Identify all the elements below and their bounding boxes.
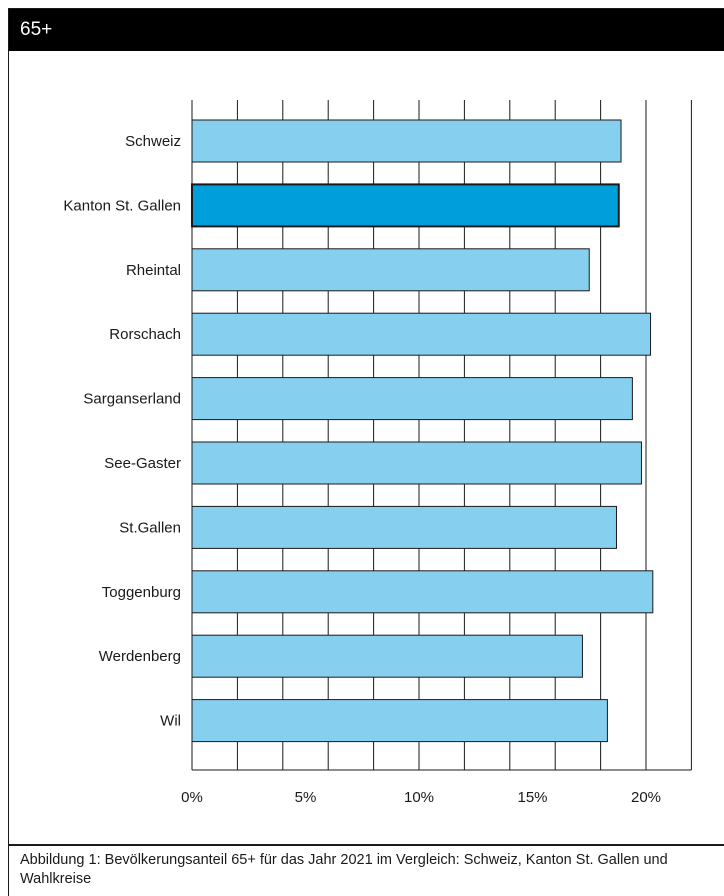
x-tick-label: 15%: [517, 789, 547, 806]
x-tick-label: 20%: [631, 789, 661, 806]
bar-schweiz: [191, 119, 622, 163]
bar-see-gaster: [191, 441, 642, 485]
bar-chart: Schweiz Kanton St. Gallen Rheintal Rorschac…: [63, 100, 692, 806]
category-label: Toggenburg: [102, 584, 181, 601]
category-label: Schweiz: [125, 133, 181, 150]
category-label: Kanton St. Gallen: [63, 197, 181, 214]
figure-caption: Abbildung 1: Bevölkerungsanteil 65+ für …: [8, 845, 724, 896]
x-tick-label: 0%: [181, 789, 203, 806]
category-labels: Schweiz Kanton St. Gallen Rheintal Rorschac…: [63, 133, 181, 730]
category-label: Wil: [160, 713, 181, 730]
category-label: Rheintal: [126, 262, 181, 279]
x-tick-label: 5%: [295, 789, 317, 806]
category-label: Werdenberg: [99, 648, 181, 665]
category-label: Rorschach: [109, 326, 181, 343]
bar-rheintal: [191, 248, 590, 292]
bar-kanton-st-gallen: [191, 183, 620, 228]
figure-header: 65+: [9, 9, 724, 51]
bar-st-gallen: [191, 505, 617, 549]
x-axis-tick-labels: 0% 5% 10% 15% 20%: [181, 789, 661, 806]
bar-rorschach: [191, 312, 652, 356]
bar-toggenburg: [191, 570, 654, 614]
figure-title: 65+: [20, 19, 53, 40]
category-label: See-Gaster: [104, 455, 181, 472]
bars: [191, 119, 654, 743]
x-tick-label: 10%: [404, 789, 434, 806]
bar-wil: [191, 699, 608, 743]
bar-sarganserland: [191, 377, 633, 421]
category-label: St.Gallen: [119, 519, 181, 536]
bar-werdenberg: [191, 634, 583, 678]
category-label: Sarganserland: [83, 391, 181, 408]
